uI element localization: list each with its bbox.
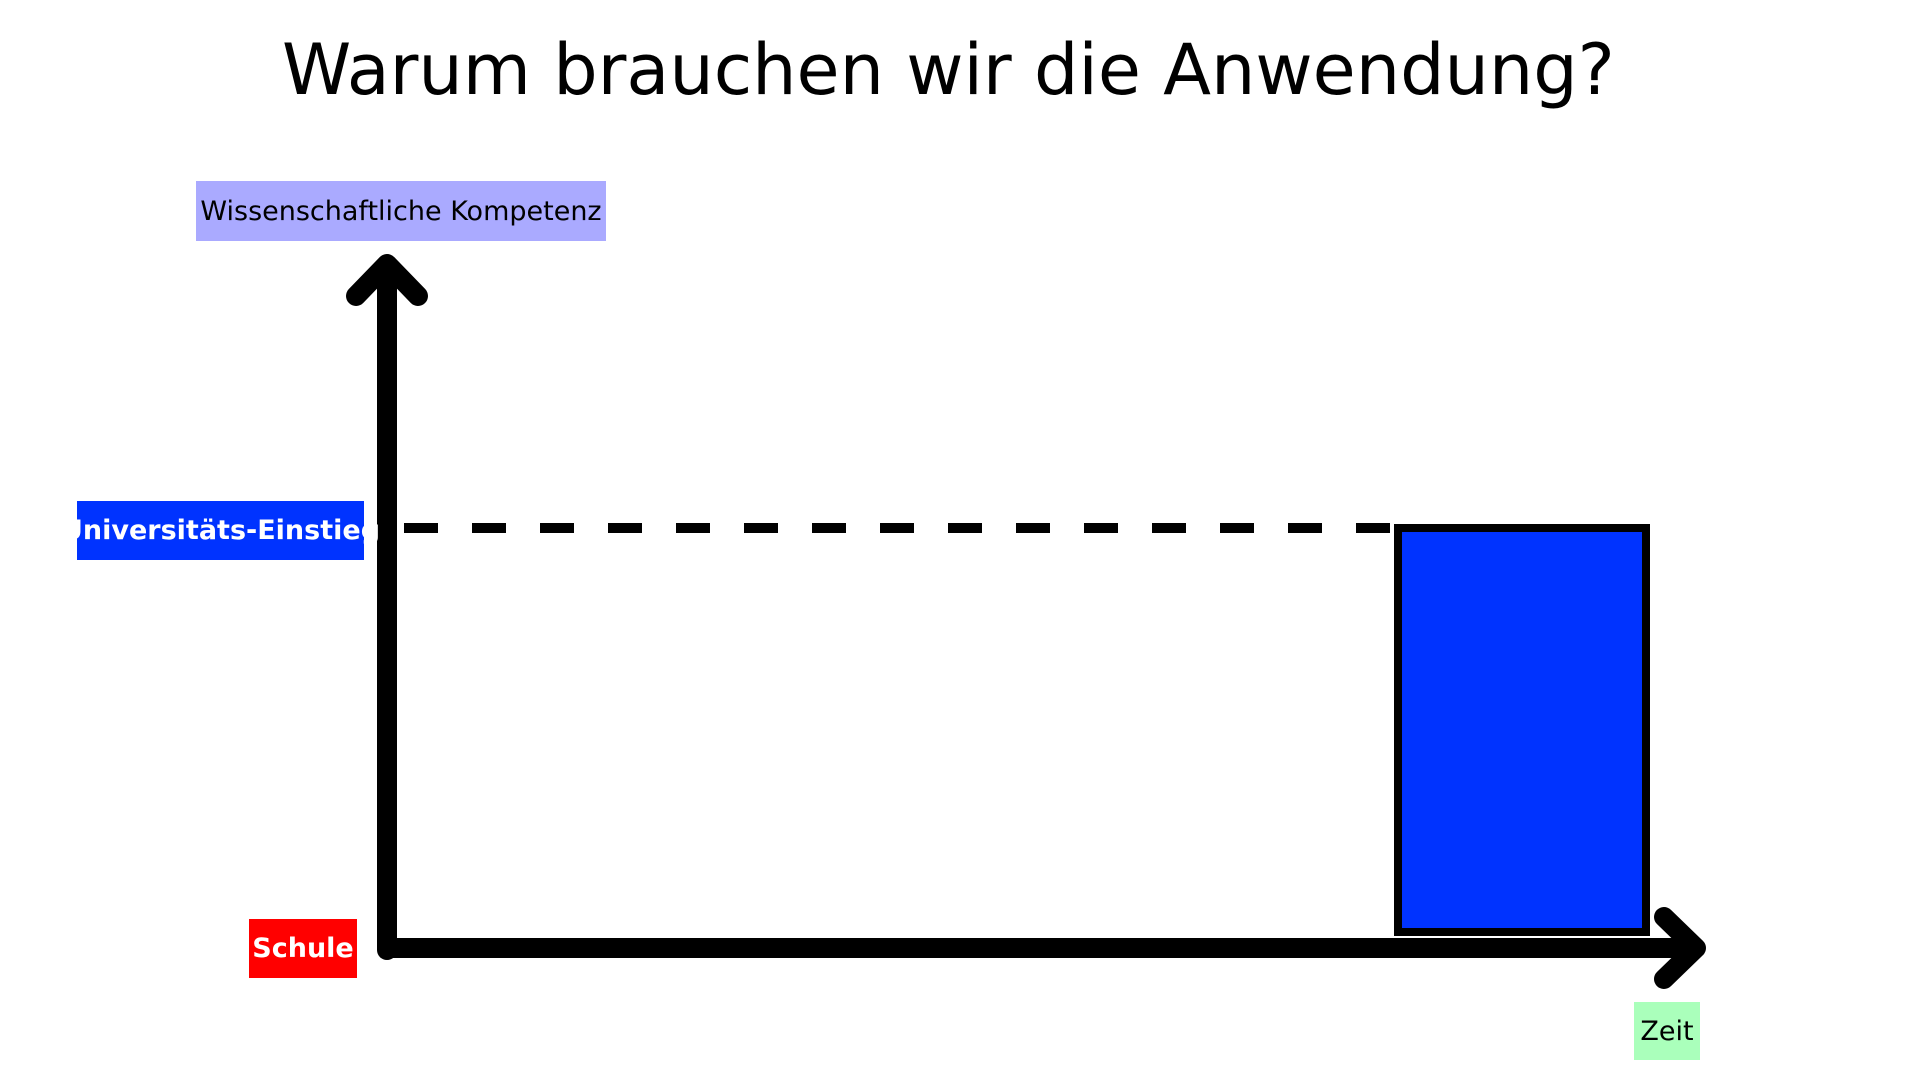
university-entry-label: Universitäts-Einstieg	[61, 501, 380, 560]
competence-bar	[1394, 524, 1650, 936]
y-axis-arrowhead	[346, 254, 428, 306]
x-axis-arrowhead	[1654, 907, 1706, 989]
slide-title: Warum brauchen wir die Anwendung?	[282, 29, 1615, 111]
x-axis-label: Zeit	[1634, 1002, 1700, 1060]
school-label: Schule	[249, 919, 357, 978]
y-axis-label: Wissenschaftliche Kompetenz	[196, 181, 606, 241]
